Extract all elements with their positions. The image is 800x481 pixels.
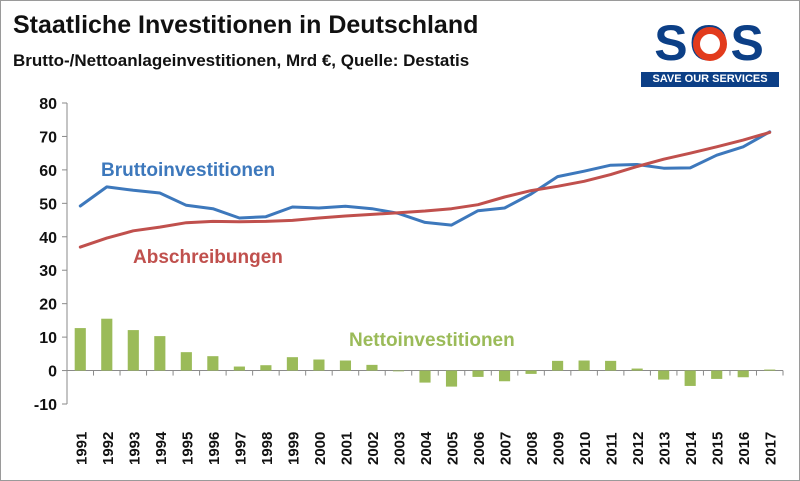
bar-1992 xyxy=(101,318,113,371)
bar-2001 xyxy=(339,360,352,371)
bar-2014 xyxy=(684,370,696,386)
bar-1996 xyxy=(207,356,219,371)
y-tick-label: 20 xyxy=(39,297,57,314)
x-tick-label: 2008 xyxy=(524,432,541,465)
annotation-nettoinvestitionen: Nettoinvestitionen xyxy=(349,330,515,351)
bar-2005 xyxy=(445,370,458,387)
bar-1993 xyxy=(127,330,139,371)
bar-2013 xyxy=(658,370,670,380)
axes: -10 0 10 20 30 40 50 60 70 80 1991 1992 1993 1994 1995… xyxy=(34,96,784,465)
y-tick-label: 50 xyxy=(39,196,57,213)
x-tick-label: 2005 xyxy=(445,432,462,465)
bar-1991 xyxy=(74,328,86,371)
y-tick-label: 80 xyxy=(39,96,57,113)
x-tick-label: 2006 xyxy=(471,432,488,465)
sos-logo: SOS SAVE OUR SERVICES xyxy=(641,15,779,87)
x-tick-label: 2002 xyxy=(365,432,382,465)
x-tick-label: 1994 xyxy=(153,431,170,465)
x-tick-label: 2016 xyxy=(736,432,753,465)
x-tick-label: 2007 xyxy=(498,432,515,465)
bar-1994 xyxy=(154,336,166,371)
bar-1999 xyxy=(286,357,298,371)
bar-2004 xyxy=(419,370,431,383)
bar-2017 xyxy=(764,369,776,371)
x-tick-label: 1999 xyxy=(285,432,302,465)
x-tick-label: 1995 xyxy=(179,432,196,465)
x-tick-label: 2013 xyxy=(657,432,674,465)
bar-2006 xyxy=(472,370,484,377)
x-tick-label: 2014 xyxy=(683,431,700,465)
y-tick-label: 60 xyxy=(39,163,57,180)
line-abschreibungen xyxy=(78,130,772,249)
bar-2011 xyxy=(605,360,617,371)
x-tick-label: 2011 xyxy=(604,432,621,465)
annotation-abschreibungen: Abschreibungen xyxy=(133,247,283,268)
y-tick-label: 30 xyxy=(39,263,57,280)
x-tick-label: 2017 xyxy=(763,432,780,465)
annotation-bruttoinvestitionen: Bruttoinvestitionen xyxy=(101,160,275,181)
x-tick-label: 1992 xyxy=(100,432,117,465)
line-series xyxy=(78,130,772,249)
y-tick-label: 0 xyxy=(48,364,57,381)
bar-2007 xyxy=(498,370,511,382)
bar-2012 xyxy=(631,368,643,371)
bar-2002 xyxy=(366,364,378,371)
bar-2008 xyxy=(525,370,537,374)
y-tick-label: -10 xyxy=(34,397,57,414)
x-tick-label: 2004 xyxy=(418,431,435,465)
x-tick-label: 1993 xyxy=(126,432,143,465)
bar-2010 xyxy=(578,360,590,371)
x-tick-label: 2001 xyxy=(338,432,355,465)
y-tick-label: 70 xyxy=(39,129,57,146)
bar-2015 xyxy=(711,370,723,379)
series-annotations: Bruttoinvestitionen Abschreibungen Nettoin… xyxy=(101,160,515,351)
x-tick-label: 1991 xyxy=(73,432,90,465)
bar-2003 xyxy=(392,370,405,372)
bar-series-nettoinvestitionen xyxy=(74,318,776,387)
logo-tagline: SAVE OUR SERVICES xyxy=(641,72,779,87)
x-tick-label: 1998 xyxy=(259,432,276,465)
x-tick-label: 2012 xyxy=(630,432,647,465)
y-tick-label: 10 xyxy=(39,330,57,347)
bar-2000 xyxy=(313,359,325,371)
line-bruttoinvestitionen xyxy=(78,130,772,227)
y-tick-label: 40 xyxy=(39,230,57,247)
bar-1998 xyxy=(260,365,272,371)
x-tick-label: 1997 xyxy=(232,432,249,465)
x-tick-label: 2010 xyxy=(577,432,594,465)
bar-2009 xyxy=(552,360,564,371)
x-tick-label: 2015 xyxy=(710,432,727,465)
bar-1997 xyxy=(233,366,245,371)
x-tick-label: 2003 xyxy=(391,432,408,465)
x-tick-label: 2009 xyxy=(551,432,568,465)
lifebuoy-icon xyxy=(693,27,727,61)
x-tick-label: 1996 xyxy=(206,432,223,465)
chart-subtitle: Brutto-/Nettoanlageinvestitionen, Mrd €,… xyxy=(13,51,470,70)
x-tick-label: 2000 xyxy=(312,432,329,465)
chart-title: Staatliche Investitionen in Deutschland xyxy=(13,11,479,39)
bar-2016 xyxy=(737,370,749,378)
bar-1995 xyxy=(180,352,192,371)
